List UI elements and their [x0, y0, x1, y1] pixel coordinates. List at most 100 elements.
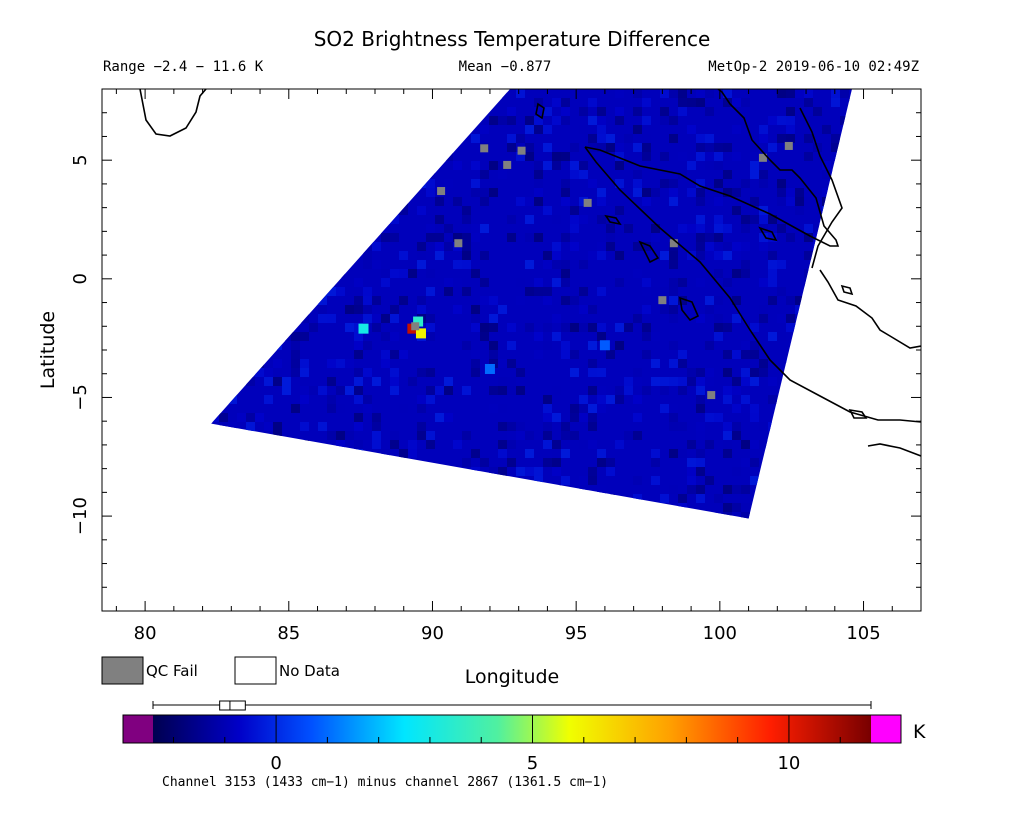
texture-pixel: [723, 431, 732, 440]
texture-pixel: [219, 584, 228, 593]
texture-pixel: [876, 197, 885, 206]
texture-pixel: [399, 269, 408, 278]
texture-pixel: [363, 296, 372, 305]
plot-area: [102, 89, 921, 611]
texture-pixel: [606, 548, 615, 557]
qc-fail-pixel: [669, 239, 678, 248]
texture-pixel: [417, 161, 426, 170]
texture-pixel: [741, 377, 750, 386]
texture-pixel: [867, 359, 876, 368]
texture-pixel: [192, 494, 201, 503]
texture-pixel: [408, 377, 417, 386]
texture-pixel: [435, 503, 444, 512]
texture-pixel: [498, 161, 507, 170]
texture-pixel: [363, 521, 372, 530]
texture-pixel: [435, 242, 444, 251]
chart-title: SO2 Brightness Temperature Difference: [314, 27, 711, 51]
texture-pixel: [570, 206, 579, 215]
texture-pixel: [147, 188, 156, 197]
texture-pixel: [570, 593, 579, 602]
texture-pixel: [183, 404, 192, 413]
texture-pixel: [435, 89, 444, 98]
texture-pixel: [561, 98, 570, 107]
texture-pixel: [732, 206, 741, 215]
texture-pixel: [849, 341, 852, 350]
texture-pixel: [282, 332, 291, 341]
texture-pixel: [201, 278, 210, 287]
texture-pixel: [732, 485, 741, 494]
texture-pixel: [498, 305, 507, 314]
texture-pixel: [255, 557, 264, 566]
texture-pixel: [543, 494, 552, 503]
texture-pixel: [669, 377, 678, 386]
texture-pixel: [642, 503, 651, 512]
texture-pixel: [741, 350, 750, 359]
texture-pixel: [696, 539, 705, 548]
texture-pixel: [606, 503, 615, 512]
texture-pixel: [597, 575, 606, 584]
texture-pixel: [732, 395, 741, 404]
texture-pixel: [696, 179, 705, 188]
texture-pixel: [372, 152, 381, 161]
texture-pixel: [363, 305, 372, 314]
texture-pixel: [300, 188, 309, 197]
texture-pixel: [417, 557, 426, 566]
texture-pixel: [102, 557, 111, 566]
texture-pixel: [696, 143, 705, 152]
texture-pixel: [750, 404, 759, 413]
texture-pixel: [174, 548, 183, 557]
texture-pixel: [723, 539, 732, 548]
texture-pixel: [669, 512, 678, 519]
texture-pixel: [390, 89, 399, 98]
texture-pixel: [705, 143, 714, 152]
feature-plume-1c: [306, 280, 317, 291]
texture-pixel: [903, 395, 912, 404]
texture-pixel: [390, 215, 399, 224]
texture-pixel: [102, 170, 111, 179]
texture-pixel: [138, 242, 147, 251]
texture-pixel: [228, 296, 237, 305]
texture-pixel: [426, 224, 435, 233]
texture-pixel: [624, 593, 633, 602]
texture-pixel: [741, 458, 750, 467]
texture-pixel: [426, 107, 435, 116]
texture-pixel: [435, 215, 444, 224]
texture-pixel: [237, 566, 246, 575]
texture-pixel: [462, 206, 471, 215]
texture-pixel: [714, 224, 723, 233]
texture-pixel: [894, 395, 903, 404]
texture-pixel: [795, 458, 804, 467]
texture-pixel: [768, 377, 777, 386]
texture-pixel: [840, 152, 849, 161]
texture-pixel: [102, 566, 111, 575]
texture-pixel: [606, 467, 615, 476]
texture-pixel: [291, 287, 300, 296]
texture-pixel: [534, 107, 543, 116]
texture-pixel: [408, 98, 417, 107]
texture-pixel: [300, 584, 309, 593]
texture-pixel: [696, 602, 705, 611]
texture-pixel: [453, 233, 462, 242]
texture-pixel: [192, 359, 201, 368]
texture-pixel: [345, 557, 354, 566]
texture-pixel: [561, 296, 570, 305]
texture-pixel: [201, 530, 210, 539]
texture-pixel: [399, 494, 408, 503]
texture-pixel: [831, 431, 840, 440]
texture-pixel: [273, 134, 282, 143]
texture-pixel: [120, 278, 129, 287]
texture-pixel: [255, 224, 264, 233]
texture-pixel: [696, 242, 705, 251]
texture-pixel: [624, 602, 633, 611]
texture-pixel: [246, 548, 255, 557]
texture-pixel: [399, 593, 408, 602]
texture-pixel: [282, 548, 291, 557]
texture-pixel: [705, 134, 714, 143]
texture-pixel: [705, 377, 714, 386]
texture-pixel: [165, 377, 174, 386]
texture-pixel: [894, 269, 903, 278]
texture-pixel: [498, 476, 507, 485]
texture-pixel: [201, 575, 210, 584]
texture-pixel: [507, 323, 516, 332]
texture-pixel: [264, 395, 273, 404]
